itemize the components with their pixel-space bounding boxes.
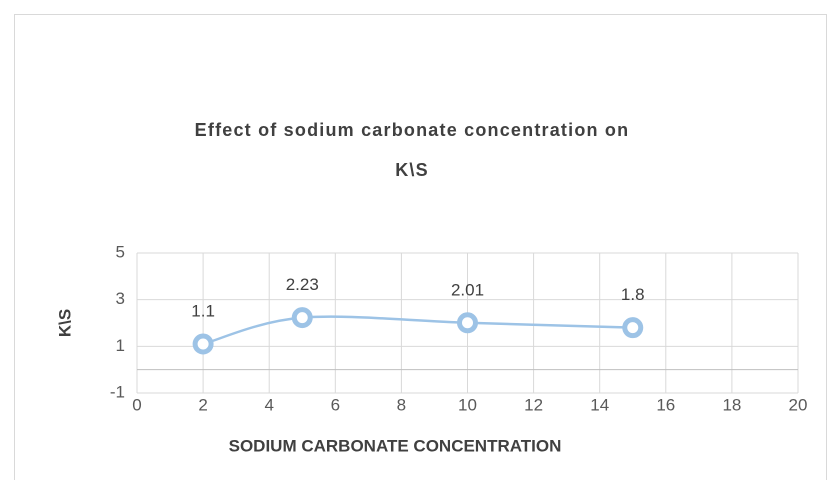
- x-tick-label: 10: [458, 395, 477, 414]
- x-tick-label: 8: [397, 395, 406, 414]
- x-tick-label: 2: [198, 395, 207, 414]
- x-tick-label: 20: [789, 395, 808, 414]
- series-line: [202, 315, 633, 346]
- marker: [291, 307, 313, 329]
- y-axis-title: K\S: [55, 309, 74, 337]
- marker: [192, 333, 214, 355]
- x-tick-label: 0: [132, 395, 141, 414]
- x-tick-label: 16: [656, 395, 675, 414]
- y-tick-label: -1: [110, 382, 125, 401]
- data-label: 2.01: [451, 280, 484, 299]
- y-tick-label: 3: [116, 289, 125, 308]
- y-tick-label: 1: [116, 336, 125, 355]
- data-label: 1.8: [621, 285, 645, 304]
- x-tick-label: 18: [722, 395, 741, 414]
- x-tick-label: 12: [524, 395, 543, 414]
- marker: [457, 312, 478, 334]
- data-label: 2.23: [286, 275, 319, 294]
- x-tick-label: 14: [590, 395, 609, 414]
- chart-frame: [14, 14, 827, 480]
- chart-title: Effect of sodium carbonate concentration…: [194, 120, 630, 180]
- y-tick-label: 5: [116, 242, 125, 261]
- x-tick-label: 4: [264, 395, 273, 414]
- data-label: 1.1: [191, 301, 215, 320]
- x-tick-label: 6: [331, 395, 340, 414]
- marker: [622, 317, 644, 339]
- x-axis-title: SODIUM CARBONATE CONCENTRATION: [229, 436, 562, 455]
